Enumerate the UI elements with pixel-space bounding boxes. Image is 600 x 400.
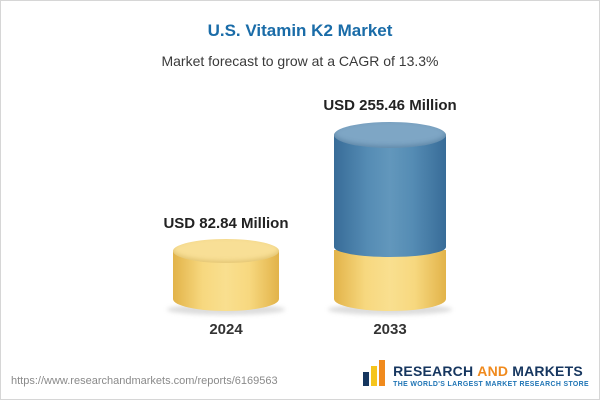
bar-2024 (173, 239, 279, 311)
chart-title: U.S. Vitamin K2 Market (207, 21, 393, 40)
report-url: https://www.researchandmarkets.com/repor… (11, 375, 278, 387)
bar-2033 (334, 122, 446, 311)
category-label-2033: 2033 (373, 321, 407, 338)
bar-2033-yellow-base-segment (334, 250, 446, 311)
researchandmarkets-logo: RESEARCH AND MARKETS THE WORLD'S LARGEST… (362, 360, 589, 391)
researchandmarkets-logo-icon (362, 360, 386, 391)
logo-word-markets: MARKETS (512, 363, 583, 379)
logo-tagline: THE WORLD'S LARGEST MARKET RESEARCH STOR… (393, 381, 589, 388)
bar-2033-blue-segment (334, 135, 446, 257)
chart-subtitle: Market forecast to grow at a CAGR of 13.… (161, 53, 439, 69)
researchandmarkets-logo-text: RESEARCH AND MARKETS THE WORLD'S LARGEST… (393, 363, 589, 388)
value-label-2024: USD 82.84 Million (163, 215, 289, 232)
bar-2033-top-ellipse (334, 122, 446, 148)
logo-word-research: RESEARCH (393, 363, 474, 379)
value-label-2033: USD 255.46 Million (323, 97, 457, 114)
bar-2024-top-ellipse (173, 239, 279, 263)
logo-word-and: AND (477, 363, 509, 379)
category-label-2024: 2024 (209, 321, 243, 338)
logo-wordmark: RESEARCH AND MARKETS (393, 363, 583, 379)
